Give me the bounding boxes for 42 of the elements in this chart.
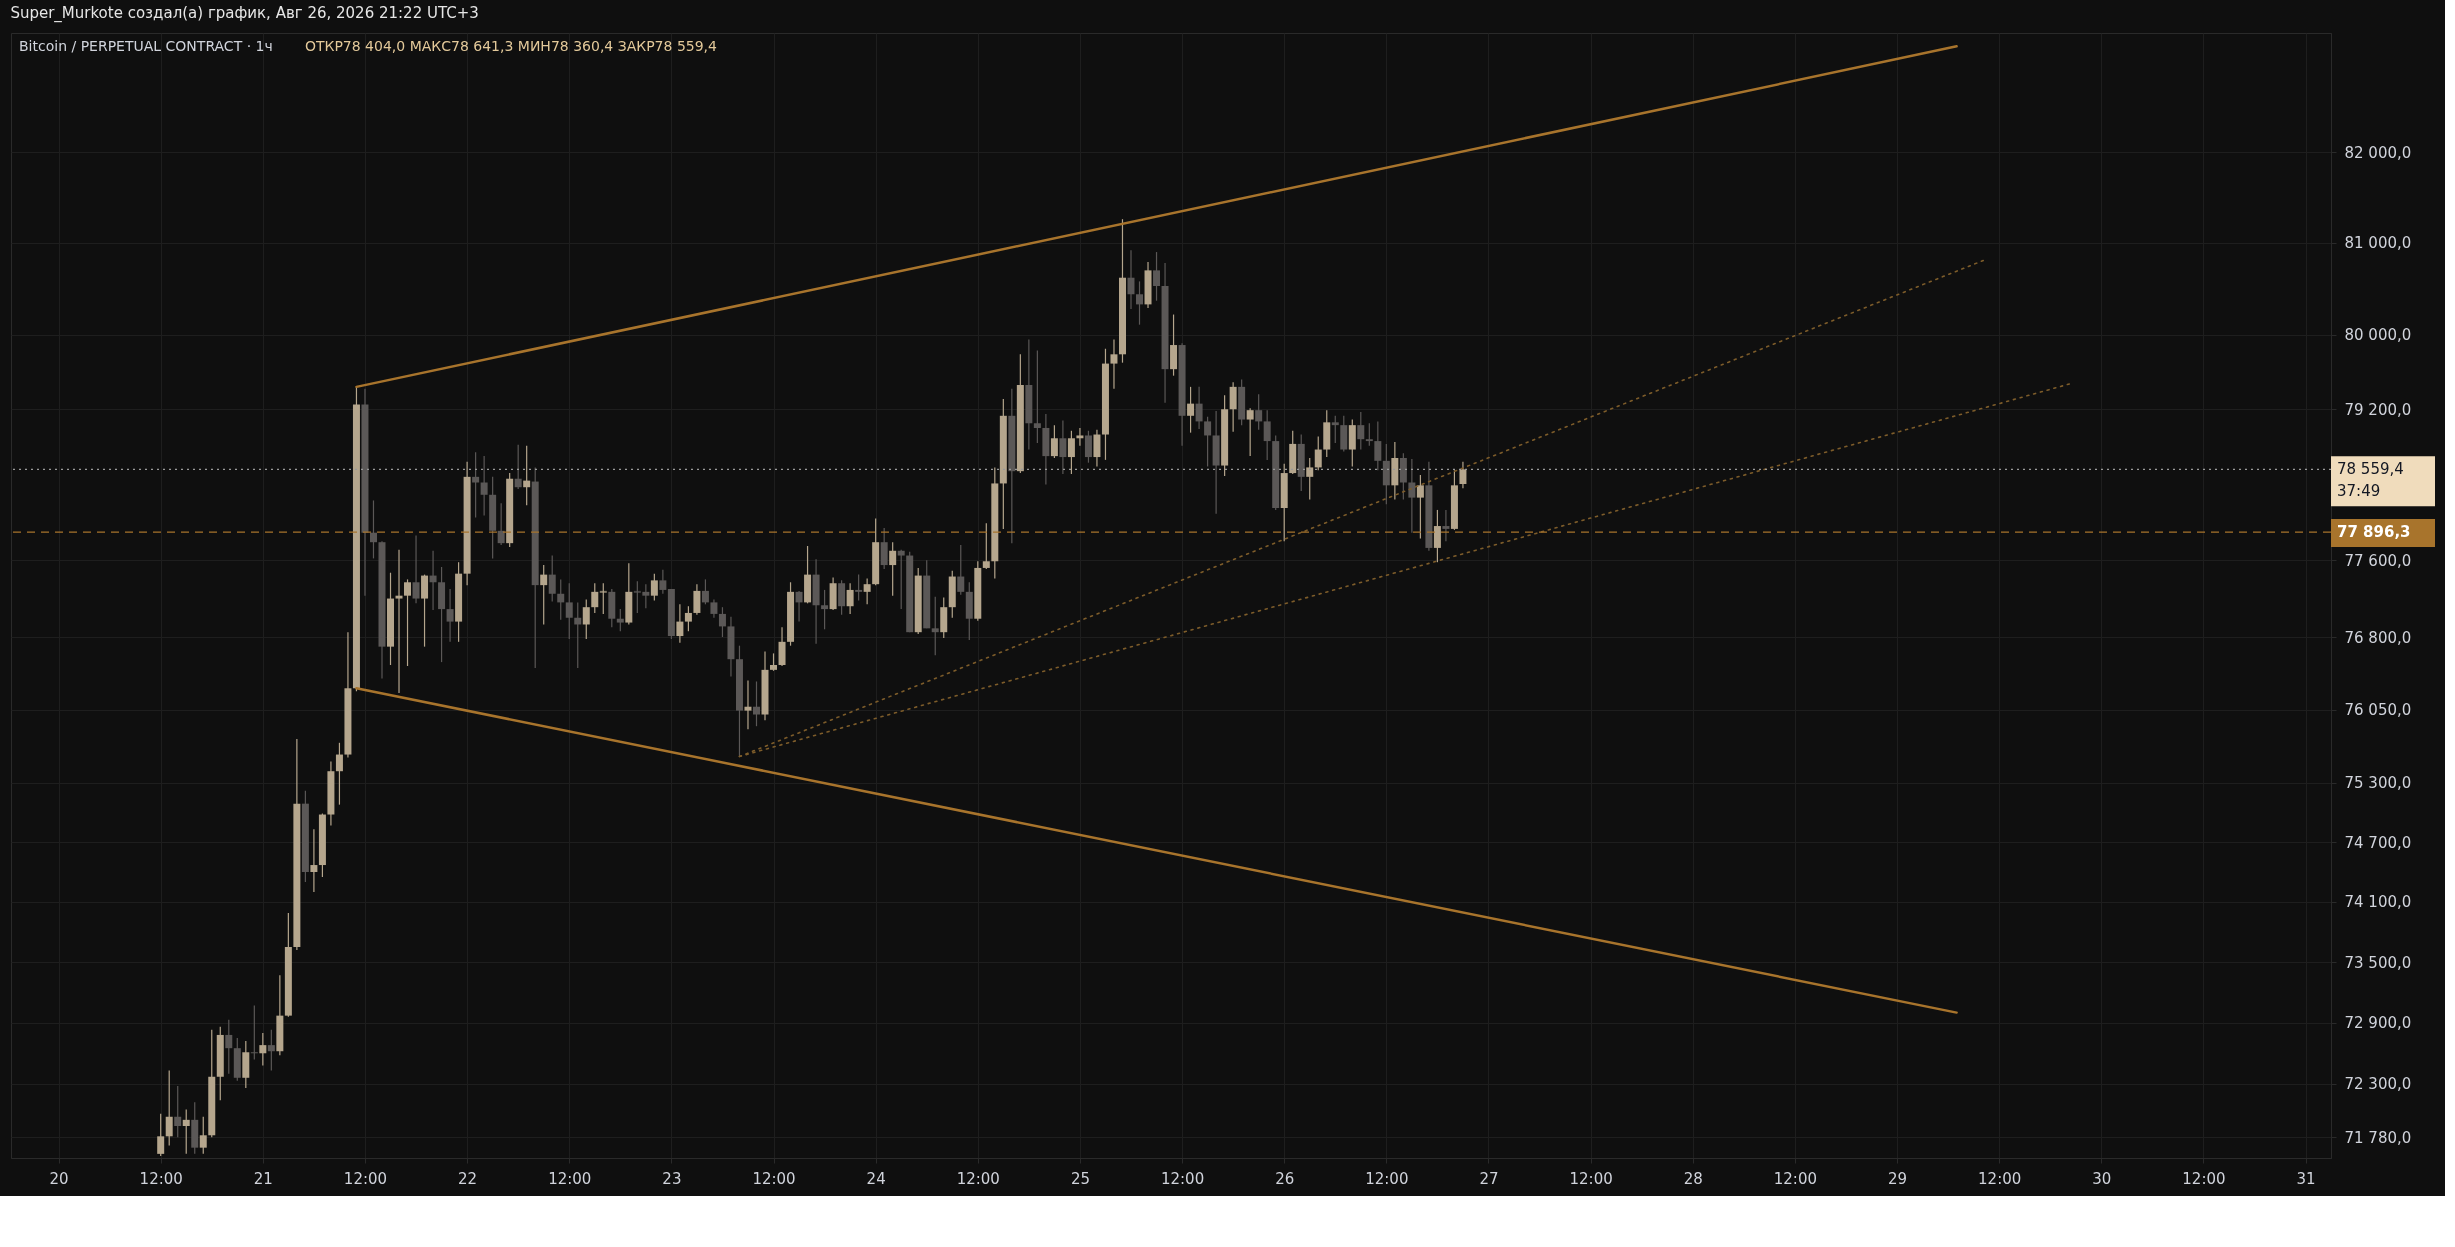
y-tick-label: 79 200,0 [2344, 400, 2412, 419]
x-tick-label: 31 [2296, 1169, 2316, 1188]
y-tick-label: 74 100,0 [2344, 893, 2412, 912]
y-tick-label: 71 780,0 [2344, 1128, 2412, 1147]
x-tick-label: 12:00 [752, 1169, 796, 1188]
x-tick-label: 20 [49, 1169, 69, 1188]
x-tick-label: 30 [2092, 1169, 2112, 1188]
x-tick-label: 22 [458, 1169, 478, 1188]
x-tick-label: 12:00 [1569, 1169, 1613, 1188]
x-tick-label: 29 [1887, 1169, 1908, 1188]
x-tick-label: 12:00 [956, 1169, 1000, 1188]
x-tick-label: 12:00 [139, 1169, 183, 1188]
ref-line-label: 77 896,3 [2337, 523, 2411, 542]
x-tick-label: 23 [662, 1169, 682, 1188]
chart-subtitle: Bitcoin / PERPETUAL CONTRACT · 1ч [19, 38, 273, 54]
x-tick-label: 24 [866, 1169, 886, 1188]
y-tick-label: 75 300,0 [2344, 774, 2412, 793]
x-tick-label: 28 [1683, 1169, 1703, 1188]
x-tick-label: 26 [1275, 1169, 1295, 1188]
x-tick-label: 12:00 [548, 1169, 592, 1188]
y-tick-label: 76 050,0 [2344, 701, 2412, 720]
x-tick-label: 12:00 [2182, 1169, 2226, 1188]
x-tick-label: 25 [1070, 1169, 1090, 1188]
chart-title: Super_Murkote создал(а) график, Авг 26, 2026 21:22 UTC+3 [10, 4, 479, 23]
x-tick-label: 12:00 [1365, 1169, 1409, 1188]
y-tick-label: 72 900,0 [2344, 1014, 2412, 1033]
ref-line-label: 78 559,4 37:49 [2337, 460, 2404, 501]
y-tick-label: 81 000,0 [2344, 234, 2412, 253]
x-tick-label: 12:00 [1773, 1169, 1817, 1188]
y-tick-label: 74 700,0 [2344, 833, 2412, 852]
y-tick-label: 72 300,0 [2344, 1075, 2412, 1094]
x-tick-label: 12:00 [343, 1169, 388, 1188]
x-tick-label: 12:00 [1978, 1169, 2022, 1188]
y-tick-label: 77 600,0 [2344, 551, 2412, 570]
y-tick-label: 82 000,0 [2344, 143, 2412, 162]
x-tick-label: 27 [1479, 1169, 1499, 1188]
x-tick-label: 12:00 [1160, 1169, 1205, 1188]
y-tick-label: 80 000,0 [2344, 326, 2412, 345]
y-tick-label: 73 500,0 [2344, 953, 2412, 972]
x-tick-label: 21 [253, 1169, 273, 1188]
y-tick-label: 76 800,0 [2344, 628, 2412, 647]
annotation: ОТКР78 404,0 МАКС78 641,3 МИН78 360,4 ЗАКР78 559,4 [304, 38, 718, 54]
